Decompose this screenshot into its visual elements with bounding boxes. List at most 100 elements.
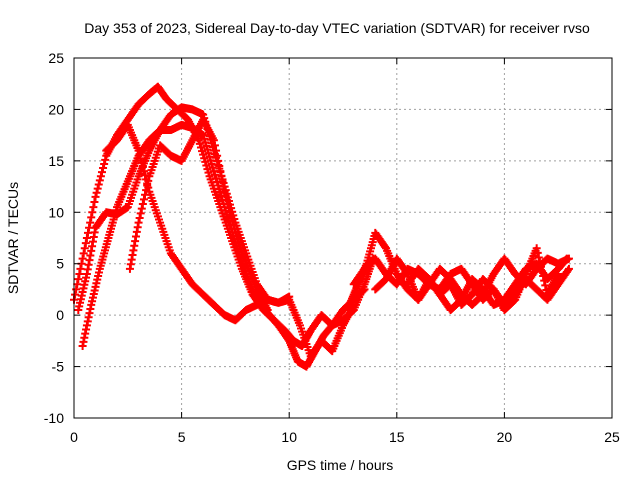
data-point [535, 258, 544, 267]
data-point [75, 270, 84, 278]
y-tick-label: -10 [44, 410, 64, 426]
data-point [141, 190, 150, 199]
x-tick-label: 10 [281, 429, 297, 445]
data-point [89, 203, 98, 212]
data-point [263, 306, 272, 314]
data-point [101, 155, 110, 164]
data-point [222, 195, 231, 204]
x-tick-label: 0 [70, 429, 78, 445]
data-point [230, 224, 239, 233]
data-point [229, 220, 238, 229]
data-point [97, 168, 106, 177]
data-point [562, 254, 571, 263]
chart-title: Day 353 of 2023, Sidereal Day-to-day VTE… [84, 20, 590, 36]
y-tick-label: -5 [52, 359, 65, 375]
data-point [217, 172, 226, 181]
data-point [143, 181, 152, 190]
data-point [219, 182, 228, 191]
data-point [78, 254, 87, 263]
x-tick-label: 25 [604, 429, 620, 445]
data-point [541, 281, 550, 290]
series-track-3 [78, 120, 369, 371]
data-point [212, 146, 221, 155]
data-point [213, 151, 222, 160]
data-point [136, 154, 145, 163]
data-point [81, 239, 90, 248]
y-tick-label: 5 [56, 256, 64, 272]
data-point [142, 186, 151, 195]
data-point [135, 213, 144, 222]
data-point [94, 180, 103, 189]
data-point [380, 242, 389, 251]
data-point [360, 285, 369, 294]
y-axis-label: SDTVAR / TECUs [5, 182, 21, 294]
data-point [71, 290, 80, 299]
data-point [82, 234, 91, 242]
data-point [79, 249, 88, 258]
data-point [218, 177, 227, 186]
data-point [554, 270, 563, 278]
data-point [402, 268, 411, 277]
data-point [134, 218, 143, 227]
data-point [216, 167, 225, 176]
data-point [210, 141, 219, 150]
data-point [209, 136, 218, 145]
data-point [228, 216, 237, 225]
data-point [144, 176, 153, 185]
data-point [93, 184, 102, 193]
data-point [539, 272, 548, 281]
data-point [136, 209, 145, 218]
data-point [223, 200, 232, 209]
data-point [564, 264, 573, 273]
data-point [536, 262, 545, 271]
data-point [139, 195, 148, 204]
data-point [92, 188, 101, 197]
data-point [95, 176, 104, 185]
data-point [137, 158, 146, 167]
x-tick-label: 5 [178, 429, 186, 445]
data-point [138, 200, 147, 209]
series-track-9 [403, 244, 563, 314]
data-point [99, 164, 108, 173]
data-point [221, 191, 230, 200]
data-point [214, 156, 223, 165]
series-track-4 [102, 120, 294, 325]
data-point [563, 266, 572, 275]
y-tick-label: 10 [48, 204, 64, 220]
series-track-5 [125, 115, 272, 314]
data-point [220, 187, 229, 196]
data-point [74, 275, 83, 284]
x-tick-label: 20 [497, 429, 513, 445]
data-point [80, 244, 89, 253]
data-point [100, 159, 109, 168]
y-tick-label: 25 [48, 50, 64, 66]
data-point [534, 253, 543, 262]
data-point [285, 292, 294, 301]
plot-frame [73, 57, 613, 419]
x-axis-label: GPS time / hours [287, 457, 394, 473]
data-point [224, 204, 233, 213]
y-tick-label: 0 [56, 307, 64, 323]
data-point [138, 163, 147, 172]
data-point [76, 264, 85, 273]
data-point [134, 146, 143, 155]
x-tick-label: 15 [389, 429, 405, 445]
data-point [137, 204, 146, 213]
data-point [532, 244, 541, 253]
data-point [88, 208, 97, 217]
data-point [139, 167, 148, 176]
data-point [87, 213, 96, 222]
data-point [359, 286, 368, 295]
data-point [90, 198, 99, 206]
data-point [91, 192, 100, 201]
data-point [86, 218, 95, 227]
data-point [96, 172, 105, 181]
y-tick-label: 20 [48, 101, 64, 117]
y-tick-label: 15 [48, 153, 64, 169]
data-point [227, 212, 236, 221]
data-point [72, 285, 81, 294]
data-point [215, 162, 224, 170]
data-point [141, 171, 150, 180]
